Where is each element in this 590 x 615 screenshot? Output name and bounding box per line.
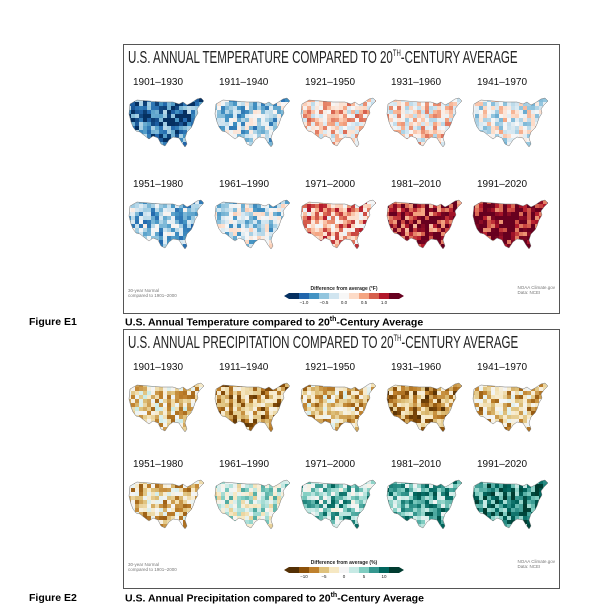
us-map — [128, 479, 205, 530]
period-label: 1991–2020 — [477, 459, 528, 470]
legend-swatch — [329, 293, 339, 299]
period-label: 1981–2010 — [391, 459, 442, 470]
legend-color-bar — [284, 567, 404, 573]
us-map — [214, 479, 291, 530]
legend-swatch — [299, 293, 309, 299]
legend-swatch — [319, 293, 329, 299]
legend-swatch — [319, 567, 329, 573]
legend-swatch — [349, 567, 359, 573]
legend-ticks: −10 −5 0 5 10 — [284, 573, 404, 579]
legend-arrow-right — [399, 567, 404, 573]
us-map — [472, 382, 549, 433]
data-credit: NOAA Climate.gov Data: NCEI — [517, 285, 555, 295]
legend-swatch — [379, 293, 389, 299]
us-map — [128, 382, 205, 433]
data-credit: NOAA Climate.gov Data: NCEI — [517, 559, 555, 569]
us-map — [472, 97, 549, 148]
legend-swatch — [329, 567, 339, 573]
legend-tick-label: 1.0 — [380, 300, 388, 305]
legend-tick-label: −1.0 — [299, 300, 309, 305]
us-map — [214, 97, 291, 148]
period-label: 1961–1990 — [219, 179, 270, 190]
period-label: 1971–2000 — [305, 179, 356, 190]
period-label: 1941–1970 — [477, 77, 528, 88]
us-map — [300, 479, 377, 530]
legend-swatch — [309, 293, 319, 299]
period-label: 1911–1940 — [219, 77, 269, 88]
legend-swatch — [369, 293, 379, 299]
period-label: 1921–1950 — [305, 77, 356, 88]
period-label: 1931–1960 — [391, 77, 442, 88]
period-label: 1981–2010 — [391, 179, 442, 190]
legend-swatch — [289, 293, 299, 299]
color-legend: Difference from average (%) −10 −5 0 5 10 — [284, 560, 404, 579]
figure-label: Figure E1 — [29, 316, 77, 328]
us-map — [386, 199, 463, 250]
legend-tick-label: −5 — [321, 574, 327, 579]
us-map — [386, 382, 463, 433]
legend-swatch — [289, 567, 299, 573]
period-label: 1951–1980 — [133, 179, 184, 190]
legend-swatch — [359, 567, 369, 573]
legend-title: Difference from average (°F) — [310, 286, 378, 292]
normal-footnote: 30-year Normal compared to 1901–2000 — [128, 562, 177, 572]
legend-swatch — [349, 293, 359, 299]
period-label: 1971–2000 — [305, 459, 356, 470]
legend-tick-label: 5 — [362, 574, 366, 579]
legend-tick-label: −0.5 — [319, 300, 329, 305]
figure-caption: U.S. Annual Precipitation compared to 20… — [125, 592, 424, 605]
precipitation-figure-panel: U.S. Annual Precipitation Compared to 20… — [123, 329, 560, 589]
legend-swatch — [309, 567, 319, 573]
legend-arrow-left — [284, 567, 289, 573]
normal-footnote: 30-year Normal compared to 1901–2000 — [128, 288, 177, 298]
figure-label: Figure E2 — [29, 592, 77, 604]
period-label: 1991–2020 — [477, 179, 528, 190]
figure-caption: U.S. Annual Temperature compared to 20th… — [125, 316, 424, 329]
legend-swatch — [389, 293, 399, 299]
us-map — [472, 199, 549, 250]
us-map — [214, 199, 291, 250]
legend-swatch — [369, 567, 379, 573]
panel-title: U.S. Annual Temperature Compared to 20th… — [128, 47, 518, 67]
legend-swatch — [389, 567, 399, 573]
legend-color-bar — [284, 293, 404, 299]
period-label: 1901–1930 — [133, 77, 184, 88]
legend-ticks: −1.0 −0.5 0.0 0.5 1.0 — [284, 299, 404, 305]
legend-tick-label: 10 — [381, 574, 387, 579]
period-label: 1911–1940 — [219, 362, 269, 373]
period-label: 1921–1950 — [305, 362, 356, 373]
us-map — [300, 382, 377, 433]
panel-title: U.S. Annual Precipitation Compared to 20… — [128, 332, 519, 352]
us-map — [128, 97, 205, 148]
legend-arrow-right — [399, 293, 404, 299]
legend-tick-label: 0.5 — [360, 300, 368, 305]
legend-swatch — [359, 293, 369, 299]
temperature-figure-panel: U.S. Annual Temperature Compared to 20th… — [123, 44, 560, 314]
us-map — [300, 199, 377, 250]
period-label: 1951–1980 — [133, 459, 184, 470]
legend-tick-label: 0 — [342, 574, 346, 579]
legend-swatch — [339, 293, 349, 299]
legend-tick-label: −10 — [300, 574, 308, 579]
us-map — [300, 97, 377, 148]
us-map — [386, 479, 463, 530]
us-map — [128, 199, 205, 250]
legend-swatch — [339, 567, 349, 573]
period-label: 1901–1930 — [133, 362, 184, 373]
period-label: 1941–1970 — [477, 362, 528, 373]
period-label: 1961–1990 — [219, 459, 270, 470]
legend-swatch — [299, 567, 309, 573]
color-legend: Difference from average (°F) −1.0 −0.5 0.0… — [284, 286, 404, 305]
legend-tick-label: 0.0 — [340, 300, 348, 305]
period-label: 1931–1960 — [391, 362, 442, 373]
us-map — [386, 97, 463, 148]
us-map — [214, 382, 291, 433]
legend-arrow-left — [284, 293, 289, 299]
legend-swatch — [379, 567, 389, 573]
us-map — [472, 479, 549, 530]
legend-title: Difference from average (%) — [310, 560, 378, 566]
